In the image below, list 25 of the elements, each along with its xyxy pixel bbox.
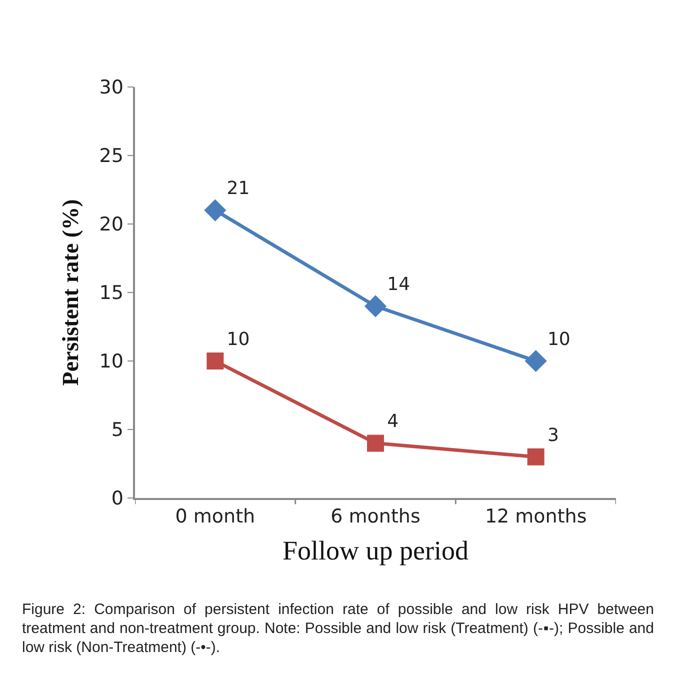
x-tick-label: 6 months bbox=[330, 506, 420, 528]
x-axis-title: Follow up period bbox=[282, 535, 469, 566]
y-tick-label: 30 bbox=[99, 76, 124, 99]
y-tick-label: 25 bbox=[99, 145, 124, 168]
x-tick-label: 12 months bbox=[484, 506, 587, 528]
data-label: 21 bbox=[226, 178, 250, 200]
x-tick-label: 0 month bbox=[175, 506, 256, 528]
data-label: 10 bbox=[226, 328, 250, 350]
point bbox=[364, 295, 387, 318]
y-tick-label: 0 bbox=[111, 488, 124, 510]
y-tick-label: 5 bbox=[111, 419, 124, 442]
y-tick-label: 15 bbox=[99, 282, 124, 304]
data-label: 4 bbox=[387, 411, 399, 432]
point bbox=[524, 350, 547, 372]
y-axis-title: Persistent rate (%) bbox=[58, 199, 84, 386]
data-label: 14 bbox=[387, 274, 410, 296]
point bbox=[206, 352, 224, 370]
y-tick-label: 10 bbox=[99, 350, 124, 373]
data-label: 3 bbox=[547, 424, 559, 446]
point bbox=[367, 434, 384, 452]
caption: Figure 2: Comparison of persistent infection rate of possible and low risk HPV between treatment and non-treatment group. Note: Possible and low risk (Treatment) (-▪-); Possible and low risk (Non-Treatment) (-•-). bbox=[22, 600, 654, 657]
y-tick-label: 20 bbox=[99, 214, 124, 236]
point bbox=[527, 448, 544, 466]
point bbox=[204, 199, 226, 222]
data-label: 10 bbox=[547, 328, 570, 350]
